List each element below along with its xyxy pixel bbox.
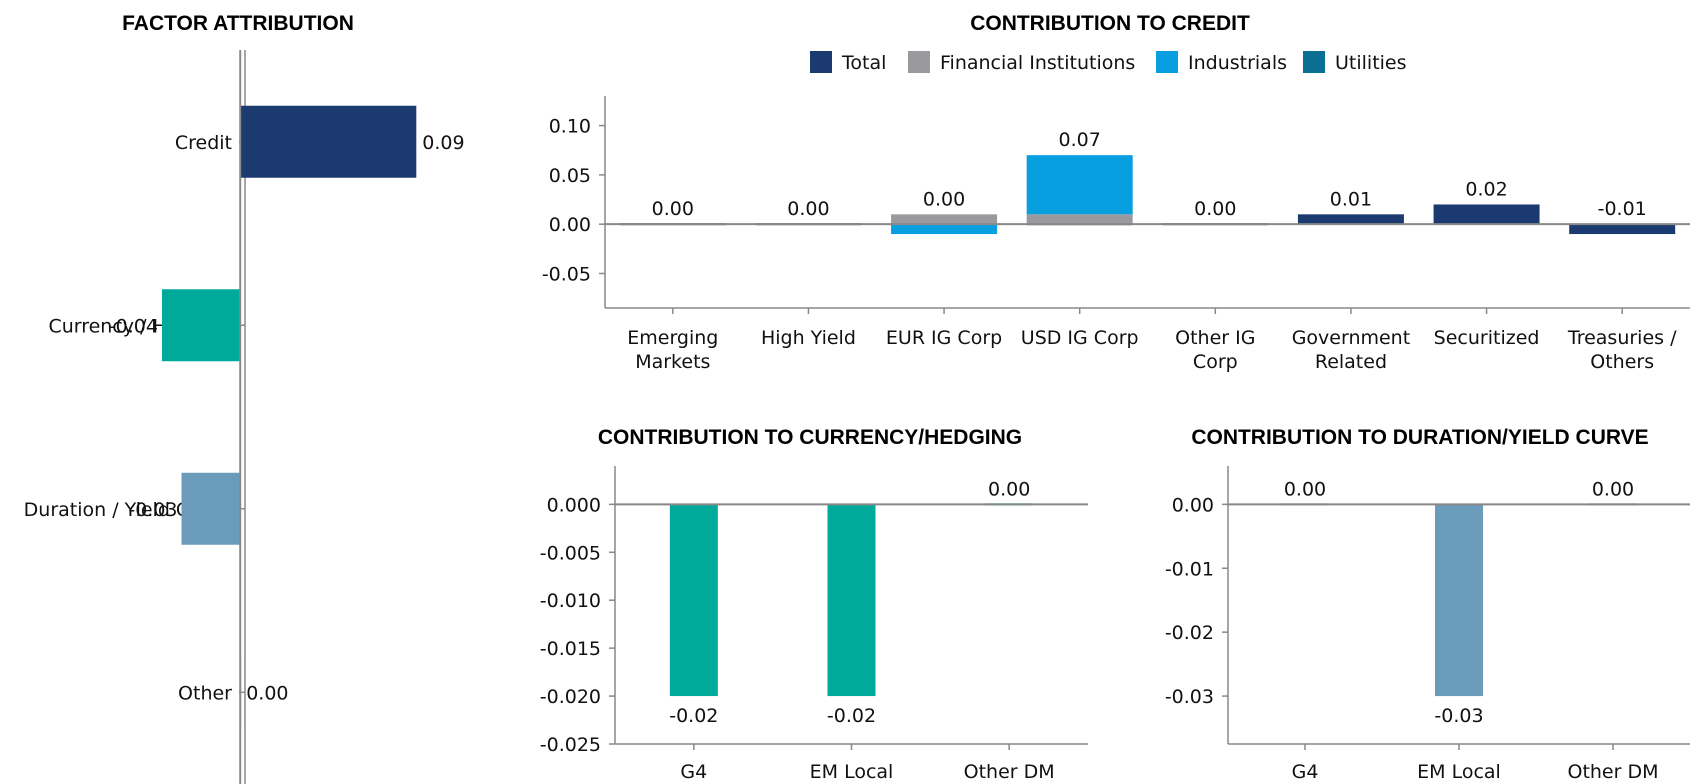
credit-category-label: Treasuries / — [1567, 327, 1677, 349]
currency-bar — [669, 504, 718, 697]
credit-contribution-chart: CONTRIBUTION TO CREDIT Total Financial In… — [542, 12, 1690, 373]
currency-y-tick-label: -0.015 — [540, 638, 601, 660]
credit-data-label: 0.07 — [1059, 129, 1101, 151]
currency-y-tick-label: -0.005 — [540, 542, 601, 564]
legend-label: Total — [841, 52, 886, 74]
legend-swatch — [1156, 51, 1178, 73]
duration-y-tick-label: -0.02 — [1165, 622, 1214, 644]
credit-category-label: EUR IG Corp — [886, 327, 1002, 349]
credit-category-label: Government — [1292, 327, 1411, 349]
credit-category-label: USD IG Corp — [1021, 327, 1139, 349]
credit-bar-segment — [1026, 214, 1133, 225]
credit-bar-segment — [891, 214, 998, 225]
legend-swatch — [810, 51, 832, 73]
credit-data-label: 0.00 — [1194, 198, 1236, 220]
credit-data-label: 0.00 — [652, 198, 694, 220]
duration-data-label: -0.03 — [1434, 705, 1483, 727]
credit-data-label: 0.00 — [923, 188, 965, 210]
legend-label: Financial Institutions — [940, 52, 1135, 74]
credit-bar-segment — [1433, 204, 1540, 225]
credit-bar-segment — [1297, 214, 1404, 225]
legend-label: Industrials — [1188, 52, 1287, 74]
duration-data-label: 0.00 — [1592, 478, 1634, 500]
currency-data-label: -0.02 — [827, 705, 876, 727]
duration-bar — [1435, 504, 1483, 697]
currency-data-label: -0.02 — [669, 705, 718, 727]
credit-category-label: Related — [1315, 351, 1387, 373]
duration-data-label: 0.00 — [1284, 478, 1326, 500]
credit-data-label: -0.01 — [1598, 198, 1647, 220]
legend-swatch — [1303, 51, 1325, 73]
credit-data-label: 0.01 — [1330, 188, 1372, 210]
credit-data-label: 0.02 — [1465, 178, 1507, 200]
duration-category-label: EM Local — [1417, 761, 1501, 783]
factor-category-label: Credit — [175, 132, 232, 154]
legend-label: Utilities — [1335, 52, 1407, 74]
currency-bar — [827, 504, 876, 697]
factor-data-label: -0.04 — [109, 315, 158, 337]
currency-y-tick-label: -0.010 — [540, 590, 601, 612]
currency-data-label: 0.00 — [988, 478, 1030, 500]
currency-category-label: Other DM — [964, 761, 1055, 783]
credit-y-tick-label: 0.00 — [549, 214, 591, 236]
credit-category-label: Corp — [1193, 351, 1238, 373]
credit-bar-segment — [891, 224, 998, 235]
credit-bar-segment — [1569, 224, 1676, 235]
currency-category-label: EM Local — [810, 761, 894, 783]
duration-y-tick-label: 0.00 — [1172, 494, 1214, 516]
currency-y-tick-label: -0.020 — [540, 686, 601, 708]
factor-data-label: -0.03 — [128, 499, 177, 521]
credit-legend: Total Financial Institutions Industrials Ut… — [810, 51, 1407, 74]
factor-bar — [181, 472, 241, 545]
currency-hedging-chart: CONTRIBUTION TO CURRENCY/HEDGING 0.000 -0… — [540, 426, 1088, 783]
credit-category-label: Others — [1590, 351, 1654, 373]
duration-y-tick-label: -0.03 — [1165, 686, 1214, 708]
credit-category-label: High Yield — [761, 327, 856, 349]
credit-y-tick-label: -0.05 — [542, 263, 591, 285]
factor-bar — [240, 105, 417, 178]
currency-category-label: G4 — [680, 761, 707, 783]
duration-category-label: Other DM — [1567, 761, 1658, 783]
duration-yield-title: CONTRIBUTION TO DURATION/YIELD CURVE — [1191, 426, 1648, 449]
credit-category-label: Securitized — [1434, 327, 1540, 349]
factor-bar — [161, 289, 241, 362]
factor-data-label: 0.00 — [246, 682, 288, 704]
credit-y-tick-label: 0.05 — [549, 165, 591, 187]
currency-y-tick-label: -0.025 — [540, 734, 601, 756]
factor-category-label: Other — [178, 682, 232, 704]
factor-attribution-title: FACTOR ATTRIBUTION — [122, 12, 354, 35]
credit-y-tick-label: 0.10 — [549, 116, 591, 138]
credit-category-label: Markets — [635, 351, 710, 373]
credit-bar-segment — [1026, 155, 1133, 215]
factor-data-label: 0.09 — [422, 132, 464, 154]
legend-swatch — [908, 51, 930, 73]
currency-hedging-title: CONTRIBUTION TO CURRENCY/HEDGING — [598, 426, 1022, 449]
credit-contribution-title: CONTRIBUTION TO CREDIT — [970, 12, 1250, 35]
credit-category-label: Emerging — [627, 327, 718, 349]
duration-category-label: G4 — [1292, 761, 1319, 783]
credit-category-label: Other IG — [1175, 327, 1255, 349]
duration-yield-chart: CONTRIBUTION TO DURATION/YIELD CURVE 0.0… — [1165, 426, 1690, 783]
currency-y-tick-label: 0.000 — [547, 494, 601, 516]
duration-y-tick-label: -0.01 — [1165, 558, 1214, 580]
credit-data-label: 0.00 — [787, 198, 829, 220]
factor-category-label: Duration / Yield Curve — [24, 499, 232, 521]
